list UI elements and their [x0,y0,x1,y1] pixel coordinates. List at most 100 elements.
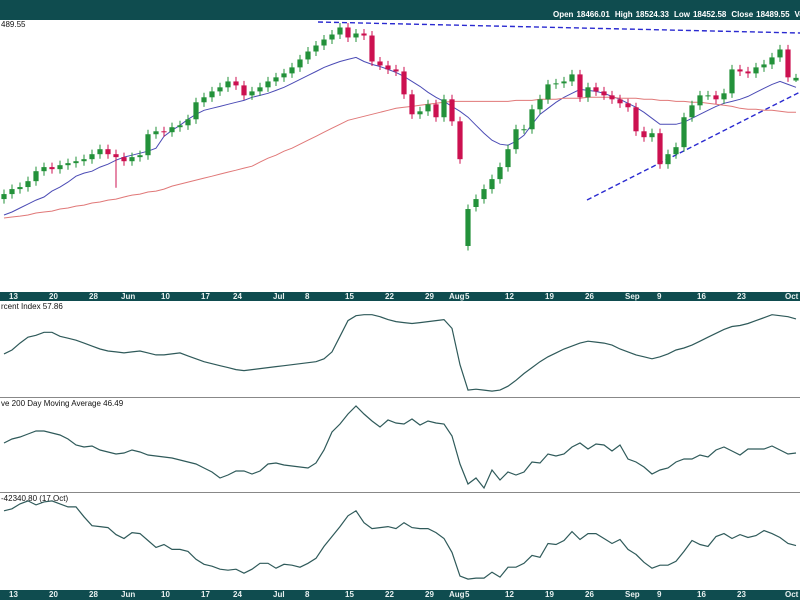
candle-body [121,157,127,162]
candle-body [745,71,751,74]
candle-body [665,154,671,165]
x-tick-label: 22 [385,590,394,599]
candle-body [713,95,719,100]
candle-body [177,125,183,128]
candle-body [393,69,399,72]
candle-body [569,74,575,82]
line [3,56,797,216]
candle-body [329,34,335,40]
candle-body [705,95,711,97]
x-tick-label: 10 [161,590,170,599]
candle-body [385,65,391,70]
candle-body [777,49,783,58]
candle-body [321,39,327,46]
x-tick-label: Jul [273,590,285,599]
line [3,405,797,490]
candle-body [449,99,455,122]
header-value: 18466.01 [576,10,610,19]
x-tick-label: 16 [697,292,706,301]
x-tick-label: 9 [657,292,662,301]
candle-body [617,99,623,104]
candle-body [793,77,799,81]
x-tick-label: 5 [465,590,470,599]
candle-body [697,95,703,106]
candle-body [313,45,319,52]
x-tick-label: 26 [585,590,594,599]
candle-body [545,84,551,100]
candle-body [633,107,639,132]
x-tick-label: Oct [785,590,799,599]
header-bar [0,0,800,20]
date-axis-band [0,590,800,600]
x-tick-label: Sep [625,590,640,599]
x-tick-label: 20 [49,590,58,599]
candle-body [137,155,143,158]
x-tick-label: Sep [625,292,640,301]
candle-body [649,133,655,138]
candle-body [113,154,119,158]
x-tick-label: 19 [545,292,554,301]
candle-body [609,95,615,100]
x-tick-label: Aug [449,292,465,301]
candle-body [577,74,583,98]
x-tick-label: 15 [345,590,354,599]
candle-body [353,33,359,38]
candle-body [281,73,287,78]
header-value: 18452.58 [693,10,727,19]
candle-body [217,87,223,92]
candle-body [153,131,159,135]
candle-body [41,167,47,172]
candle-body [673,147,679,155]
candle-body [601,91,607,96]
candle-body [145,134,151,156]
header-value: 18489.55 [756,10,790,19]
candle-body [209,91,215,98]
header-value: 18524.33 [636,10,670,19]
candle-body [729,69,735,94]
candle-body [81,159,87,162]
candle-body [377,61,383,66]
candle-body [161,131,167,133]
candle-body [761,64,767,68]
candle-body [169,127,175,133]
candle-body [73,161,79,164]
candle-body [65,163,71,166]
candle-body [369,35,375,62]
candle-body [201,97,207,103]
candle-body [297,59,303,68]
candle-body [657,133,663,165]
header-label: Open [553,10,574,19]
candle-body [241,85,247,96]
x-tick-label: 23 [737,590,746,599]
candle-body [129,157,135,162]
x-tick-label: 13 [9,292,18,301]
header-label: Low [674,10,691,19]
candle-body [257,87,263,92]
candle-body [433,104,439,118]
candle-body [769,57,775,65]
candle-body [233,81,239,86]
x-tick-label: 19 [545,590,554,599]
x-tick-label: 10 [161,292,170,301]
candle-body [361,33,367,36]
candle-body [193,102,199,120]
candle-body [97,149,103,155]
x-tick-label: 29 [425,590,434,599]
header-label: Close [731,10,753,19]
candle-body [345,27,351,38]
candle-body [337,27,343,35]
x-tick-label: 8 [305,590,310,599]
candle-body [473,199,479,207]
candle-body [289,67,295,74]
x-tick-label: 17 [201,590,210,599]
date-axis-band [0,292,800,301]
candle-body [689,105,695,118]
candle-body [25,181,31,188]
panel-title: ve 200 Day Moving Average 46.49 [1,399,124,408]
candle-body [513,129,519,150]
candle-body [425,104,431,112]
candle-body [553,83,559,85]
candle-body [89,154,95,160]
candle-body [401,71,407,95]
